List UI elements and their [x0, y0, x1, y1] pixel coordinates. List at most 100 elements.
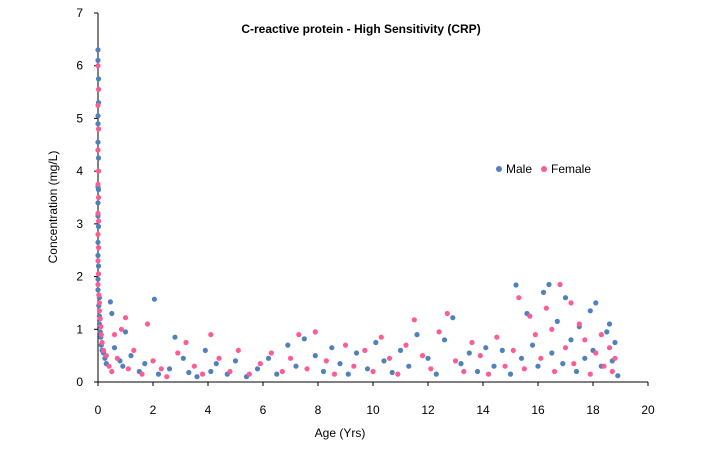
point-male — [593, 300, 599, 306]
point-female — [386, 355, 393, 361]
point-female — [122, 315, 129, 321]
point-male — [397, 347, 404, 353]
x-tick-label: 4 — [205, 403, 212, 417]
point-female — [199, 371, 206, 377]
point-female — [95, 147, 101, 153]
point-male — [111, 345, 118, 351]
point-female — [362, 347, 368, 353]
point-female — [601, 363, 607, 369]
x-tick-label: 18 — [586, 403, 600, 417]
point-female — [103, 353, 109, 359]
y-tick-label: 0 — [76, 375, 83, 389]
point-female — [593, 350, 599, 356]
point-female — [549, 326, 555, 332]
point-male — [95, 139, 101, 145]
chart-title: C-reactive protein - High Sensitivity (C… — [241, 22, 480, 36]
point-male — [540, 289, 547, 295]
y-tick-label: 6 — [76, 59, 83, 73]
point-female — [109, 368, 115, 375]
point-female — [428, 366, 434, 372]
legend-marker-female — [541, 166, 547, 172]
point-male — [562, 295, 569, 301]
point-female — [95, 245, 102, 251]
point-female — [118, 326, 124, 332]
point-female — [378, 334, 384, 340]
point-male — [109, 310, 115, 317]
point-male — [615, 373, 621, 379]
point-female — [95, 210, 101, 216]
point-male — [194, 374, 200, 380]
point-male — [320, 368, 327, 375]
point-female — [95, 63, 101, 69]
point-male — [507, 371, 514, 377]
point-female — [95, 231, 101, 237]
point-female — [158, 366, 164, 372]
legend-label-female: Female — [551, 162, 591, 176]
point-female — [444, 310, 450, 317]
point-female — [527, 313, 533, 319]
point-female — [95, 181, 101, 187]
point-male — [474, 368, 481, 375]
point-female — [403, 342, 409, 348]
y-tick-label: 1 — [76, 322, 83, 336]
point-female — [510, 347, 516, 353]
x-tick-label: 6 — [260, 403, 267, 417]
point-male — [293, 363, 299, 369]
point-female — [96, 292, 102, 298]
point-female — [538, 355, 544, 361]
point-male — [381, 358, 387, 364]
y-tick-label: 2 — [76, 270, 83, 284]
point-male — [549, 350, 555, 356]
point-male — [353, 350, 360, 356]
point-male — [142, 361, 148, 367]
point-male — [95, 252, 101, 259]
point-female — [150, 358, 156, 364]
legend: Male Female — [496, 162, 591, 176]
point-male — [425, 355, 431, 361]
point-female — [582, 337, 588, 343]
point-female — [323, 358, 329, 364]
point-female — [268, 350, 274, 356]
point-male — [329, 345, 335, 351]
legend-label-male: Male — [506, 162, 532, 176]
point-male — [606, 321, 613, 327]
point-female — [576, 321, 582, 327]
point-male — [166, 366, 173, 372]
point-female — [469, 339, 475, 346]
point-male — [483, 345, 489, 351]
point-male — [120, 363, 126, 369]
point-male — [274, 371, 280, 377]
point-female — [183, 339, 189, 346]
point-male — [95, 223, 102, 230]
point-male — [612, 339, 618, 346]
point-male — [232, 358, 239, 364]
point-female — [191, 363, 197, 369]
point-female — [342, 342, 349, 348]
x-tick-label: 10 — [366, 403, 380, 417]
point-male — [95, 76, 102, 82]
point-female — [96, 308, 102, 314]
point-female — [312, 329, 318, 335]
point-male — [254, 366, 261, 372]
point-female — [568, 300, 574, 306]
point-male — [95, 239, 101, 245]
point-female — [97, 316, 103, 322]
point-female — [95, 86, 102, 92]
point-male — [95, 57, 101, 64]
x-tick-label: 0 — [95, 403, 102, 417]
point-male — [122, 329, 129, 335]
point-male — [285, 342, 291, 348]
point-male — [95, 121, 101, 127]
point-male — [301, 336, 307, 342]
point-female — [436, 329, 442, 335]
point-female — [279, 368, 285, 375]
point-male — [389, 369, 395, 376]
point-female — [598, 332, 604, 338]
point-female — [351, 363, 357, 369]
point-male — [568, 337, 574, 343]
point-female — [95, 218, 102, 224]
point-male — [433, 371, 439, 377]
point-male — [265, 355, 272, 361]
